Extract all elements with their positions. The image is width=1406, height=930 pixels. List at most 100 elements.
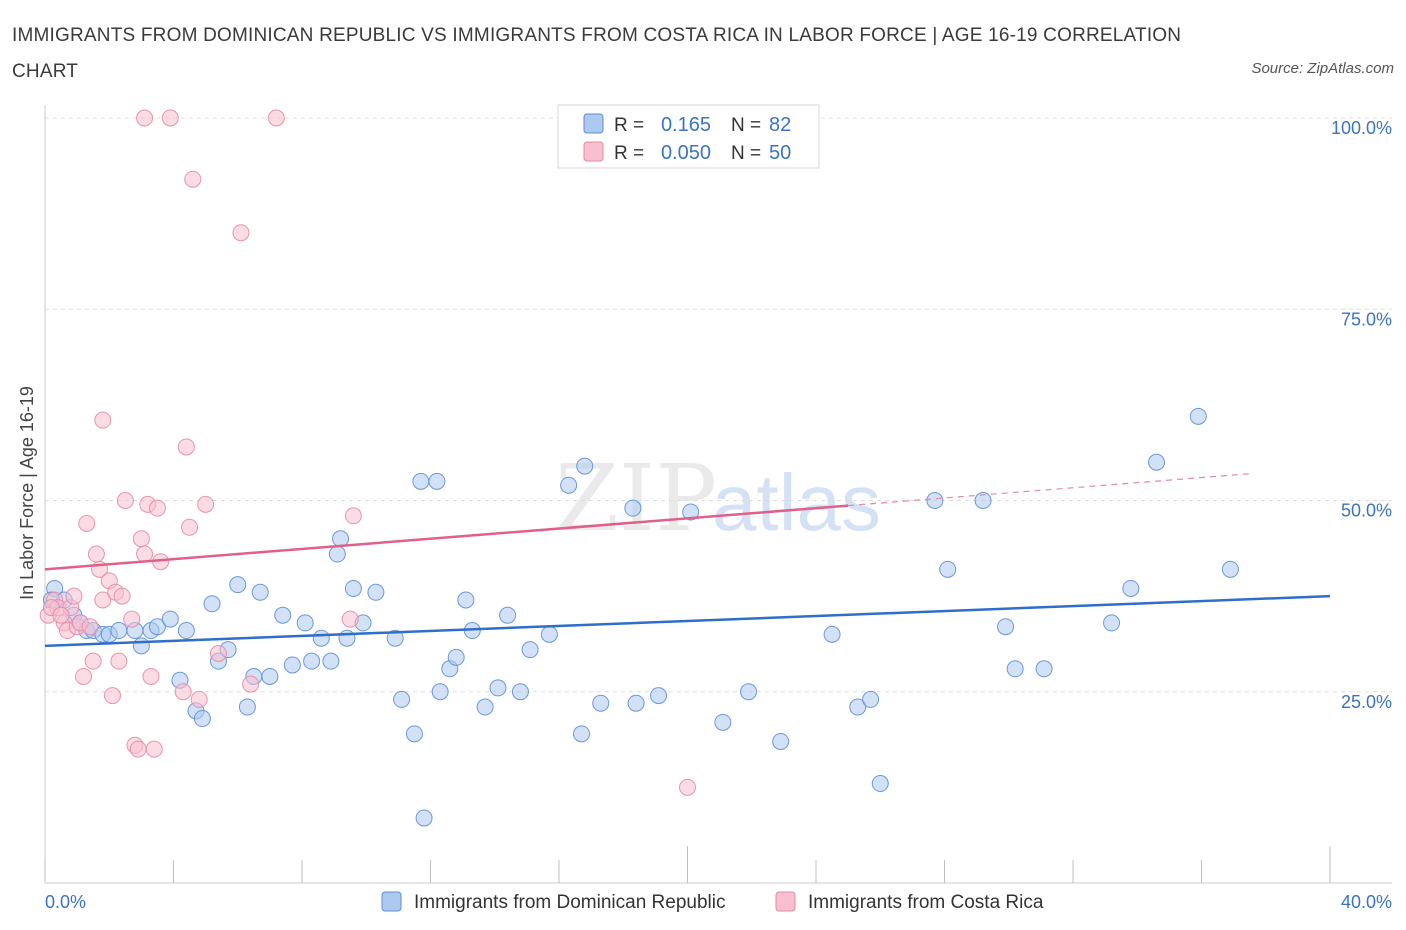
trend-line-costa-rica — [44, 504, 849, 571]
point-dominican-republic — [405, 725, 423, 743]
point-dominican-republic — [650, 687, 668, 705]
point-costa-rica — [123, 610, 141, 628]
point-dominican-republic — [274, 606, 292, 624]
legend: Immigrants from Dominican Republic Immig… — [381, 891, 1044, 913]
point-costa-rica — [174, 683, 192, 701]
grid-layer — [45, 117, 1392, 693]
point-dominican-republic — [849, 698, 867, 716]
point-dominican-republic — [261, 667, 279, 685]
stats-n-label-dominican: N = — [731, 115, 761, 136]
point-costa-rica — [110, 652, 128, 670]
point-dominican-republic — [386, 629, 404, 647]
point-dominican-republic — [447, 648, 465, 666]
point-dominican-republic — [540, 625, 558, 643]
stats-n-value-dominican: 82 — [769, 114, 791, 136]
chart-source: Source: ZipAtlas.com — [1251, 60, 1394, 77]
point-costa-rica — [142, 667, 160, 685]
point-dominican-republic — [489, 679, 507, 697]
point-dominican-republic — [624, 499, 642, 517]
point-dominican-republic — [412, 472, 430, 490]
point-costa-rica — [267, 109, 285, 127]
axes-layer: 25.0% 50.0% 75.0% 100.0% 0.0% 40.0% — [44, 105, 1392, 912]
point-costa-rica — [242, 675, 260, 693]
point-costa-rica — [145, 740, 163, 758]
point-costa-rica — [103, 687, 121, 705]
point-dominican-republic — [344, 579, 362, 597]
stats-swatch-dominican — [583, 113, 604, 134]
point-costa-rica — [84, 652, 102, 670]
point-dominican-republic — [926, 492, 944, 509]
point-costa-rica — [81, 618, 99, 636]
point-dominican-republic — [148, 618, 166, 636]
chart-title: IMMIGRANTS FROM DOMINICAN REPUBLIC VS IM… — [12, 25, 1182, 82]
y-tick-label: 25.0% — [1341, 692, 1392, 712]
point-costa-rica — [341, 610, 359, 628]
point-dominican-republic — [393, 690, 411, 708]
stats-r-value-costarica: 0.050 — [661, 142, 711, 164]
point-dominican-republic — [132, 637, 150, 655]
point-dominican-republic — [457, 591, 475, 609]
point-dominican-republic — [714, 713, 732, 731]
point-costa-rica — [94, 411, 112, 429]
point-dominican-republic — [1006, 660, 1024, 678]
legend-label-costarica: Immigrants from Costa Rica — [808, 892, 1044, 913]
point-costa-rica — [136, 109, 154, 127]
point-dominican-republic — [415, 809, 433, 827]
point-dominican-republic — [511, 683, 529, 701]
x-tick-label: 0.0% — [45, 892, 86, 912]
point-costa-rica — [161, 109, 179, 127]
legend-label-dominican: Immigrants from Dominican Republic — [414, 892, 726, 913]
point-dominican-republic — [238, 698, 256, 716]
point-costa-rica — [197, 495, 215, 513]
stats-r-value-dominican: 0.165 — [661, 114, 711, 136]
point-dominican-republic — [251, 583, 269, 601]
point-dominican-republic — [322, 652, 340, 670]
point-dominican-republic — [312, 629, 330, 647]
legend-swatch-dominican — [381, 891, 402, 912]
point-costa-rica — [190, 690, 208, 708]
stats-box: R = 0.165 N = 82 R = 0.050 N = 50 — [557, 104, 820, 169]
point-dominican-republic — [283, 656, 301, 674]
y-axis-label: In Labor Force | Age 16-19 — [17, 386, 37, 600]
point-costa-rica — [52, 606, 70, 624]
point-dominican-republic — [177, 622, 195, 640]
point-costa-rica — [679, 778, 696, 796]
point-dominican-republic — [997, 618, 1015, 636]
point-costa-rica — [129, 740, 147, 758]
point-dominican-republic — [572, 725, 590, 743]
point-costa-rica — [232, 224, 250, 242]
point-dominican-republic — [682, 503, 700, 521]
point-dominican-republic — [772, 732, 790, 750]
point-dominican-republic — [592, 694, 610, 712]
point-dominican-republic — [1122, 579, 1140, 597]
y-tick-label: 50.0% — [1341, 501, 1392, 521]
point-dominican-republic — [428, 472, 446, 490]
point-costa-rica — [148, 499, 166, 517]
trend-line-dominican-republic — [44, 594, 1331, 648]
point-dominican-republic — [1035, 660, 1053, 678]
point-costa-rica — [177, 438, 195, 456]
point-costa-rica — [94, 591, 112, 609]
point-dominican-republic — [367, 583, 385, 601]
point-dominican-republic — [871, 775, 889, 793]
point-costa-rica — [75, 667, 93, 685]
point-costa-rica — [116, 492, 134, 509]
point-costa-rica — [184, 170, 202, 188]
point-costa-rica — [209, 645, 227, 662]
point-costa-rica — [181, 518, 199, 536]
point-dominican-republic — [1221, 560, 1239, 578]
point-dominican-republic — [229, 576, 247, 594]
point-costa-rica — [344, 507, 362, 525]
trend-layer — [44, 473, 1331, 648]
point-dominican-republic — [203, 595, 221, 613]
point-dominican-republic — [338, 629, 356, 647]
point-dominican-republic — [974, 492, 992, 509]
trend-line-costa-rica-extension — [848, 473, 1250, 507]
point-dominican-republic — [1148, 453, 1166, 471]
x-tick-label: 40.0% — [1341, 892, 1392, 912]
point-dominican-republic — [521, 641, 539, 659]
point-dominican-republic — [193, 710, 211, 728]
stats-r-label-costarica: R = — [614, 143, 644, 164]
stats-r-label-dominican: R = — [614, 115, 644, 136]
point-dominican-republic — [161, 610, 179, 628]
